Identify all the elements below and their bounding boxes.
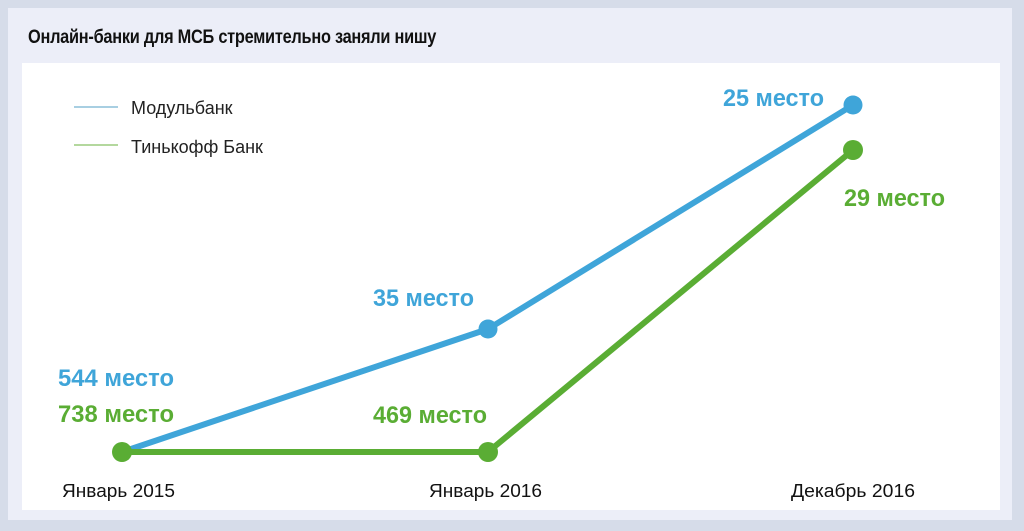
x-tick-2: Декабрь 2016 [791, 481, 915, 501]
label-modulbank-0: 544 место [58, 365, 174, 392]
label-tinkoff-0: 738 место [58, 401, 174, 428]
series-modulbank [121, 95, 863, 455]
legend-label-modulbank: Модульбанк [131, 98, 233, 118]
point-tinkoff-dec2016 [843, 140, 863, 160]
legend: Модульбанк Тинькофф Банк [74, 98, 263, 157]
label-modulbank-2: 25 место [723, 85, 824, 112]
point-tinkoff-jan2015 [112, 442, 132, 462]
label-tinkoff-1: 469 место [373, 402, 487, 429]
chart-title: Онлайн-банки для МСБ стремительно заняли… [28, 27, 437, 48]
label-modulbank-1: 35 место [373, 285, 474, 312]
x-tick-0: Январь 2015 [62, 481, 175, 501]
point-modulbank-jan2016 [478, 319, 498, 339]
label-tinkoff-2: 29 место [844, 185, 945, 212]
series-tinkoff [112, 140, 863, 462]
legend-label-tinkoff: Тинькофф Банк [131, 137, 263, 157]
x-tick-1: Январь 2016 [429, 481, 542, 501]
point-tinkoff-jan2016 [478, 442, 498, 462]
point-modulbank-dec2016 [843, 95, 863, 115]
